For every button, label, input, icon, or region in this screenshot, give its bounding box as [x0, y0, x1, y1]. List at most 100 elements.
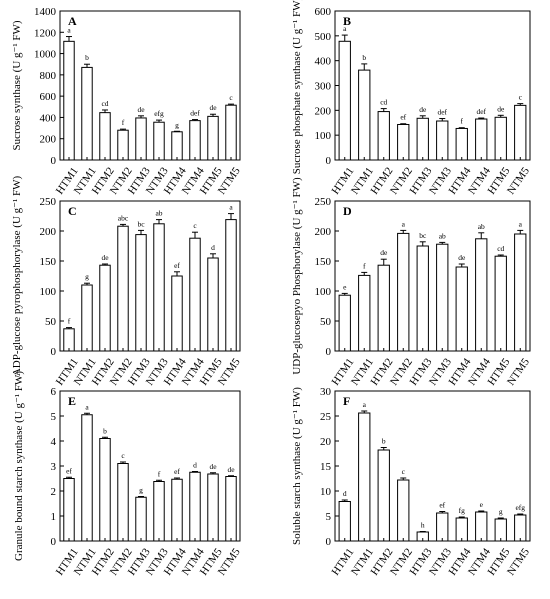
bar	[338, 40, 351, 161]
bar	[225, 476, 237, 542]
y-tick-label: 400	[315, 56, 332, 68]
y-axis-label: UDP-glucosepyo Phosphorylase (U g⁻¹ FW)	[291, 177, 303, 375]
significance-label: c	[121, 451, 125, 460]
bar	[377, 111, 390, 161]
panel-label: A	[68, 14, 77, 28]
panel-f: 0 5 10 15 20 25 30 F Soluble starch synthase (U …	[291, 386, 532, 578]
significance-label: a	[402, 219, 406, 228]
significance-label: f	[122, 118, 125, 127]
bar	[81, 414, 93, 542]
panel-label: F	[343, 394, 350, 408]
bar	[494, 518, 507, 542]
bar	[99, 264, 111, 352]
significance-label: c	[229, 93, 233, 102]
y-tick-label: 10	[320, 486, 332, 498]
bar	[135, 496, 147, 542]
y-tick-label: 800	[40, 70, 57, 82]
bar	[153, 121, 165, 161]
bar	[455, 127, 468, 161]
bar	[436, 120, 449, 161]
bar	[358, 274, 371, 352]
significance-label: b	[382, 437, 386, 446]
y-tick-label: 1400	[34, 6, 57, 18]
bar	[99, 438, 111, 542]
panel-label: D	[343, 204, 352, 218]
y-tick-label: 2	[51, 486, 57, 498]
bar	[117, 463, 129, 542]
y-tick-label: 0	[51, 155, 57, 167]
y-tick-label: 500	[315, 31, 332, 43]
bar	[99, 112, 111, 161]
bar	[358, 69, 371, 161]
y-tick-label: 20	[320, 436, 332, 448]
y-tick-label: 4	[51, 436, 57, 448]
bar	[455, 266, 468, 352]
bar	[338, 294, 351, 352]
bar	[189, 471, 201, 542]
y-tick-label: 600	[315, 6, 332, 18]
significance-label: ef	[439, 501, 445, 510]
y-tick-label: 15	[320, 461, 332, 473]
significance-label: de	[209, 103, 217, 112]
y-tick-label: 0	[326, 346, 332, 358]
bar	[475, 511, 488, 542]
bar	[117, 225, 129, 352]
significance-label: g	[85, 272, 89, 281]
significance-label: ab	[478, 222, 485, 231]
y-axis-label: Granule bound starch synthase (U g⁻¹ FW)	[13, 371, 25, 561]
y-tick-label: 25	[320, 411, 332, 423]
y-tick-label: 600	[40, 91, 57, 103]
y-tick-label: 30	[320, 386, 332, 398]
significance-label: def	[476, 107, 486, 116]
y-tick-label: 1200	[34, 27, 57, 39]
bar	[63, 478, 75, 542]
y-tick-label: 50	[45, 316, 57, 328]
y-tick-label: 150	[315, 256, 332, 268]
bar	[171, 275, 183, 352]
significance-label: de	[497, 104, 505, 113]
significance-label: bc	[137, 219, 145, 228]
significance-label: de	[458, 253, 466, 262]
significance-label: fg	[459, 506, 465, 515]
significance-label: d	[343, 489, 347, 498]
bar	[135, 234, 147, 352]
significance-label: g	[499, 507, 503, 516]
y-tick-label: 1000	[34, 49, 57, 61]
significance-label: def	[190, 109, 200, 118]
significance-label: a	[229, 203, 233, 212]
bar	[81, 284, 93, 352]
significance-label: f	[158, 469, 161, 478]
y-tick-label: 300	[315, 81, 332, 93]
y-axis-label: Sucrose phosphate synthase (U g⁻¹ FW)	[291, 0, 303, 174]
significance-label: a	[363, 400, 367, 409]
significance-label: c	[193, 221, 197, 230]
significance-label: de	[380, 248, 388, 257]
bar	[225, 104, 237, 161]
bar	[397, 479, 410, 542]
plot-frame	[334, 200, 531, 352]
bar	[475, 238, 488, 352]
significance-label: f	[461, 117, 464, 126]
significance-label: def	[437, 108, 447, 117]
y-tick-label: 100	[315, 130, 332, 142]
plot-frame	[59, 200, 241, 352]
significance-label: e	[480, 500, 484, 509]
y-tick-label: 6	[51, 386, 57, 398]
y-tick-label: 200	[315, 226, 332, 238]
significance-label: b	[85, 53, 89, 62]
bar	[494, 116, 507, 161]
bar	[153, 481, 165, 542]
y-tick-label: 100	[40, 286, 57, 298]
y-tick-label: 1	[51, 511, 57, 523]
bar	[436, 512, 449, 542]
significance-label: de	[101, 253, 109, 262]
plot-frame	[59, 10, 241, 161]
significance-label: de	[227, 465, 235, 474]
bar	[189, 120, 201, 161]
y-tick-label: 3	[51, 461, 57, 473]
y-axis-label: ADP-glucose pyrophosphorylase (U g⁻¹ FW)	[11, 175, 23, 376]
bar	[171, 131, 183, 161]
y-axis-label: Soluble starch synthase (U g⁻¹ FW)	[291, 387, 303, 545]
significance-label: ef	[174, 467, 180, 476]
